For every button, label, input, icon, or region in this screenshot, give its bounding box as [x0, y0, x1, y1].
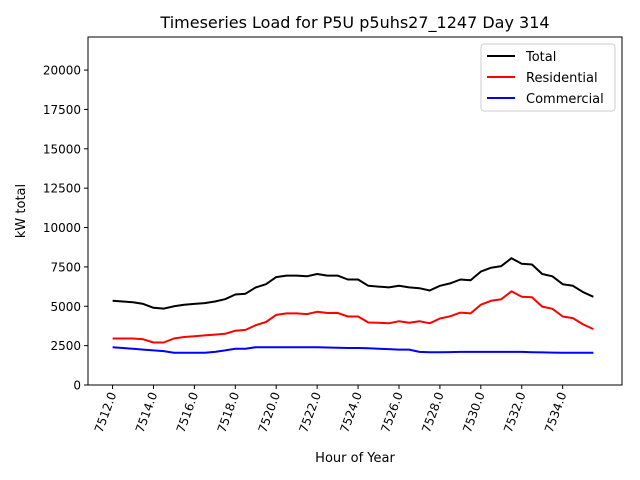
- x-tick-label: 7534.0: [542, 390, 570, 434]
- x-tick-label: 7522.0: [296, 390, 324, 434]
- y-tick-label: 20000: [43, 64, 81, 78]
- x-tick-label: 7514.0: [133, 390, 161, 434]
- x-tick-label: 7512.0: [92, 390, 120, 434]
- legend: Total Residential Commercial: [480, 43, 616, 112]
- x-tick-label: 7530.0: [460, 390, 488, 434]
- series-line-residential: [112, 290, 594, 344]
- y-tick-label: 12500: [43, 182, 81, 196]
- y-tick-label: 17500: [43, 103, 81, 117]
- series-line-commercial: [112, 346, 594, 354]
- y-tick-label: 0: [73, 379, 81, 393]
- legend-label-total: Total: [525, 50, 556, 65]
- y-tick-label: 2500: [50, 339, 81, 353]
- x-tick-label: 7520.0: [256, 390, 284, 434]
- x-tick-label: 7524.0: [337, 390, 365, 434]
- legend-box: [480, 43, 616, 112]
- x-tick-label: 7528.0: [419, 390, 447, 434]
- y-tick-label: 7500: [50, 260, 81, 274]
- x-tick-label: 7518.0: [215, 390, 243, 434]
- chart-title: Timeseries Load for P5U p5uhs27_1247 Day…: [159, 13, 549, 33]
- series-line-total: [112, 257, 594, 310]
- x-tick-label: 7516.0: [174, 390, 202, 434]
- legend-label-commercial: Commercial: [526, 92, 604, 107]
- plot-area-frame: [87, 36, 623, 386]
- x-tick-label: 7532.0: [501, 390, 529, 434]
- y-tick-label: 5000: [50, 300, 81, 314]
- x-axis-label: Hour of Year: [315, 451, 395, 466]
- y-tick-label: 15000: [43, 142, 81, 156]
- legend-label-residential: Residential: [526, 71, 598, 86]
- x-tick-label: 7526.0: [378, 390, 406, 434]
- y-axis-label: kW total: [14, 184, 29, 238]
- y-tick-label: 10000: [43, 221, 81, 235]
